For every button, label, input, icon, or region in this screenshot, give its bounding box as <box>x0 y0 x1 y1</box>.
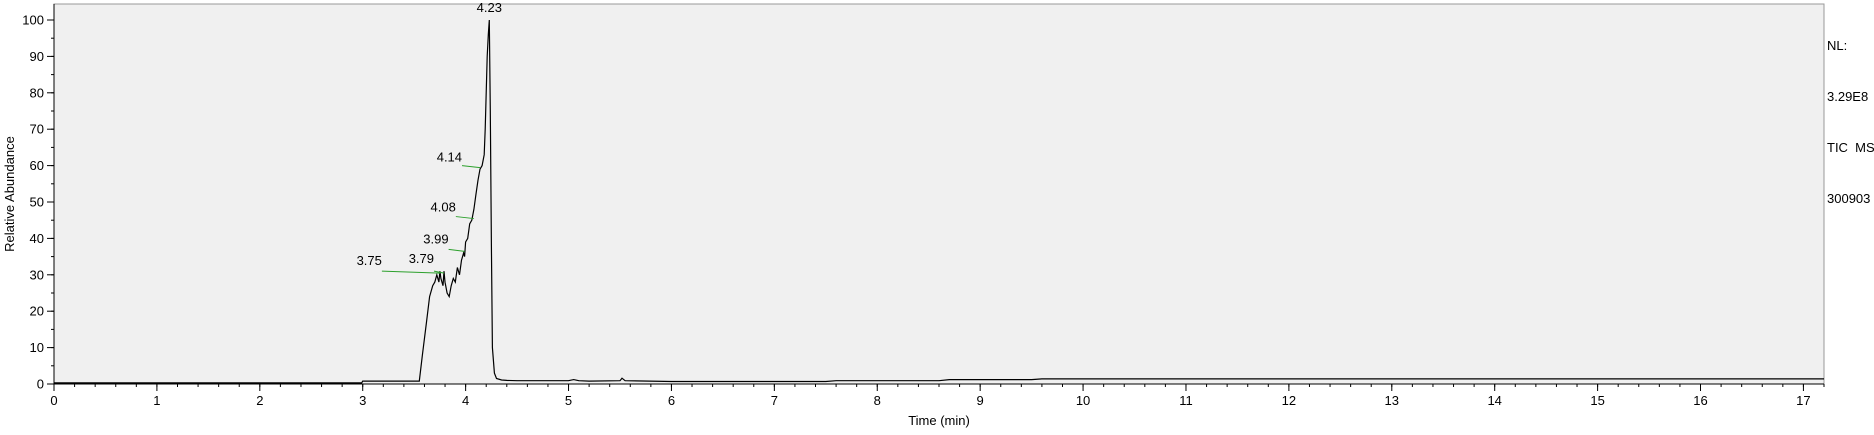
x-tick-label: 2 <box>256 393 263 408</box>
nl-value: 3.29E8 <box>1827 89 1869 104</box>
peak-label: 3.75 <box>357 253 382 268</box>
trace-type: TIC MS <box>1827 140 1874 155</box>
y-tick-label: 40 <box>30 231 44 246</box>
y-tick-label: 10 <box>30 340 44 355</box>
plot-area <box>53 3 1825 385</box>
x-tick-label: 8 <box>874 393 881 408</box>
x-tick-label: 16 <box>1693 393 1707 408</box>
nl-label: NL: <box>1827 38 1848 53</box>
x-tick-label: 11 <box>1179 393 1193 408</box>
x-tick-label: 14 <box>1487 393 1501 408</box>
y-tick-label: 70 <box>30 122 44 137</box>
x-tick-label: 0 <box>50 393 57 408</box>
chart-marks: 0 1 2 3 4 5 6 7 8 9 10 11 12 13 14 15 16 1701020304050607… <box>22 0 1825 408</box>
y-tick-label: 100 <box>22 13 44 28</box>
x-tick-label: 15 <box>1590 393 1604 408</box>
y-tick-label: 30 <box>30 267 44 282</box>
x-tick-label: 6 <box>668 393 675 408</box>
x-tick-label: 3 <box>359 393 366 408</box>
trace-info: NL: 3.29E8 TIC MS 300903 <box>1827 3 1874 224</box>
peak-leader-line <box>448 248 465 252</box>
peak-leader-line <box>381 270 440 274</box>
y-tick-label: 90 <box>30 49 44 64</box>
y-tick-label: 50 <box>30 195 44 210</box>
x-tick-label: 13 <box>1385 393 1399 408</box>
x-tick-label: 12 <box>1282 393 1296 408</box>
y-tick-label: 20 <box>30 304 44 319</box>
x-tick-label: 17 <box>1796 393 1810 408</box>
peak-label: 4.23 <box>477 0 502 15</box>
peak-leader-line <box>433 270 445 274</box>
y-tick-label: 60 <box>30 158 44 173</box>
x-tick-label: 1 <box>153 393 160 408</box>
peak-label: 4.08 <box>431 200 456 215</box>
peak-label: 3.99 <box>423 231 448 246</box>
x-tick-label: 5 <box>565 393 572 408</box>
y-tick-label: 0 <box>37 377 44 392</box>
peak-label: 3.79 <box>409 251 434 266</box>
y-tick-label: 80 <box>30 85 44 100</box>
x-tick-label: 7 <box>771 393 778 408</box>
x-tick-label: 9 <box>977 393 984 408</box>
peak-label: 4.14 <box>437 150 462 165</box>
x-tick-label: 10 <box>1076 393 1090 408</box>
y-axis-title: Relative Abundance <box>2 136 17 252</box>
x-axis-title: Time (min) <box>908 413 970 428</box>
x-tick-label: 4 <box>462 393 469 408</box>
peak-leader-line <box>455 216 474 220</box>
sample-id: 300903 <box>1827 191 1871 206</box>
peak-leader-line <box>461 165 481 169</box>
series-line <box>54 19 1824 384</box>
